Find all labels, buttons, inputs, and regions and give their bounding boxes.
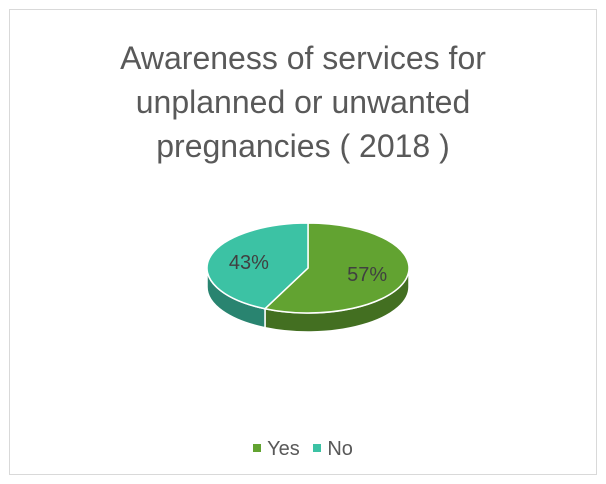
legend: Yes No: [10, 438, 596, 461]
data-label-yes: 57%: [347, 264, 387, 286]
legend-label-no: No: [327, 438, 353, 460]
legend-swatch-yes: [253, 443, 262, 452]
pie-slice-no: [206, 222, 309, 310]
data-label-no: 43%: [229, 252, 269, 274]
chart-title: Awareness of services for unplanned or u…: [120, 40, 486, 164]
legend-swatch-no: [313, 443, 322, 452]
chart-area: Awareness of services for unplanned or u…: [9, 9, 597, 475]
pie-slice-yes: [263, 222, 410, 314]
legend-item-no: No: [313, 438, 353, 461]
legend-item-yes: Yes: [253, 438, 300, 461]
pie-chart: 57% 43%: [206, 222, 410, 333]
legend-label-yes: Yes: [267, 438, 300, 460]
